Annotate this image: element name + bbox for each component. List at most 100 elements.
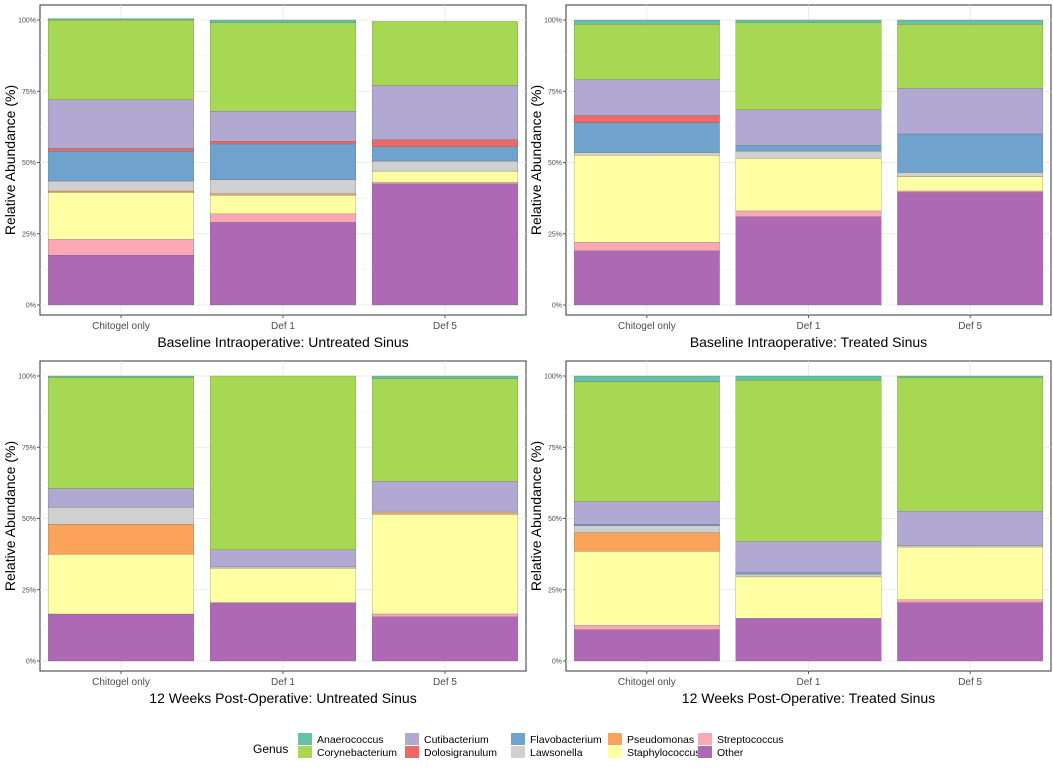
bar-segment-other [209, 222, 357, 306]
bar-segment-pseudomonas [47, 190, 195, 193]
legend-label: Anaerococcus [317, 734, 384, 746]
x-tick-label: Def 1 [797, 677, 821, 688]
bar-segment-cutibacterium [897, 88, 1044, 135]
bar-segment-other [47, 613, 195, 662]
bar-segment-staphylococcus [47, 192, 195, 240]
bar-segment-lawsonella [47, 506, 195, 525]
panel-title: Baseline Intraoperative: Untreated Sinus [157, 334, 408, 350]
legend-label: Corynebacterium [317, 747, 397, 759]
bar-segment-lawsonella [897, 172, 1044, 177]
legend-label: Streptococcus [717, 734, 784, 746]
x-tick-label: Def 5 [433, 321, 457, 332]
chart-panel-2: 0% 25% 50% 75% 100% Chitogel only Def 1 Def 5 Re… [528, 4, 1052, 350]
bar-segment-streptococcus [209, 213, 357, 223]
legend-title: Genus [253, 742, 288, 756]
bar-segment-other [735, 618, 882, 662]
legend-swatch-cutibacterium [405, 733, 419, 745]
bar-segment-lawsonella [209, 179, 357, 194]
bar-segment-streptococcus [897, 190, 1044, 193]
bar-segment-cutibacterium [573, 79, 720, 116]
legend-swatch-flavobacterium [511, 733, 525, 745]
y-axis-title: Relative Abundance (%) [2, 441, 18, 591]
bar-segment-corynebacterium [47, 19, 195, 100]
bar-segment-corynebacterium [897, 24, 1044, 89]
x-tick-label: Chitogel only [92, 321, 150, 332]
bar-segment-cutibacterium [47, 488, 195, 508]
bar-segment-dolosigranulum [371, 139, 519, 147]
legend-label: Other [717, 747, 744, 759]
bar-segment-other [897, 192, 1044, 306]
bar-segment-lawsonella [735, 150, 882, 159]
y-tick-label: 25% [22, 231, 36, 238]
bar-segment-other [897, 602, 1044, 662]
bar-segment-corynebacterium [47, 377, 195, 489]
bar-segment-flavobacterium [573, 122, 720, 153]
bar-segment-lawsonella [209, 566, 357, 569]
bar-segment-staphylococcus [209, 195, 357, 214]
chart-panel-1: 0% 25% 50% 75% 100% Chitogel only Def 1 Def 5 Re… [2, 4, 527, 350]
bar-segment-anaerococcus [573, 19, 720, 25]
bar-segment-flavobacterium [209, 143, 357, 180]
legend-swatch-other [698, 746, 712, 758]
bar-segment-staphylococcus [573, 551, 720, 626]
x-tick-label: Def 1 [797, 321, 821, 332]
bar-segment-anaerococcus [209, 19, 357, 23]
y-axis-title: Relative Abundance (%) [2, 85, 18, 235]
bar-segment-corynebacterium [897, 377, 1044, 512]
y-tick-label: 75% [22, 89, 36, 96]
bar-segment-other [735, 216, 882, 306]
bar-segment-anaerococcus [371, 375, 519, 379]
bar-segment-flavobacterium [735, 572, 882, 575]
x-tick-label: Chitogel only [92, 677, 150, 688]
bar-segment-cutibacterium [735, 109, 882, 146]
y-tick-label: 75% [22, 445, 36, 452]
bar-segment-dolosigranulum [209, 141, 357, 145]
y-tick-label: 100% [18, 18, 36, 25]
y-tick-label: 50% [22, 516, 36, 523]
bar-segment-lawsonella [47, 180, 195, 192]
bar-segment-staphylococcus [209, 568, 357, 603]
y-tick-label: 100% [18, 374, 36, 381]
legend-label: Pseudomonas [627, 734, 694, 746]
bar-segment-lawsonella [371, 160, 519, 172]
bar-segment-anaerococcus [573, 375, 720, 382]
bar-segment-cutibacterium [371, 481, 519, 512]
bar-segment-cutibacterium [47, 99, 195, 149]
bar-segment-cutibacterium [735, 541, 882, 573]
legend-swatch-lawsonella [511, 746, 525, 758]
bar-segment-staphylococcus [371, 170, 519, 183]
y-tick-label: 50% [548, 516, 562, 523]
bar-segment-anaerococcus [735, 19, 882, 23]
bar-segment-streptococcus [47, 239, 195, 256]
bar-segment-streptococcus [735, 210, 882, 217]
bar-segment-other [47, 255, 195, 306]
bar-segment-lawsonella [573, 525, 720, 533]
legend-label: Dolosigranulum [424, 747, 497, 759]
bar-segment-dolosigranulum [47, 148, 195, 152]
bar-segment-flavobacterium [47, 150, 195, 182]
bar-segment-cutibacterium [897, 511, 1044, 546]
bar-segment-corynebacterium [573, 381, 720, 502]
legend-swatch-pseudomonas [608, 733, 622, 745]
bar-segment-dolosigranulum [573, 115, 720, 123]
y-tick-label: 25% [22, 587, 36, 594]
bar-segment-other [371, 616, 519, 662]
bar-segment-pseudomonas [47, 524, 195, 555]
bar-segment-cutibacterium [573, 501, 720, 525]
bar-segment-lawsonella [735, 573, 882, 578]
bar-segment-corynebacterium [209, 375, 357, 550]
bar-segment-streptococcus [371, 182, 519, 184]
bar-segment-cutibacterium [209, 111, 357, 142]
legend-swatch-staphylococcus [608, 746, 622, 758]
y-tick-label: 0% [26, 659, 36, 666]
bar-segment-staphylococcus [573, 155, 720, 243]
y-tick-label: 100% [544, 18, 562, 25]
bar-segment-flavobacterium [897, 133, 1044, 173]
bar-segment-other [371, 183, 519, 306]
y-tick-label: 0% [552, 659, 562, 666]
legend-label: Flavobacterium [530, 734, 602, 746]
bar-segment-pseudomonas [371, 512, 519, 515]
bar-segment-flavobacterium [371, 146, 519, 162]
y-tick-label: 0% [26, 303, 36, 310]
